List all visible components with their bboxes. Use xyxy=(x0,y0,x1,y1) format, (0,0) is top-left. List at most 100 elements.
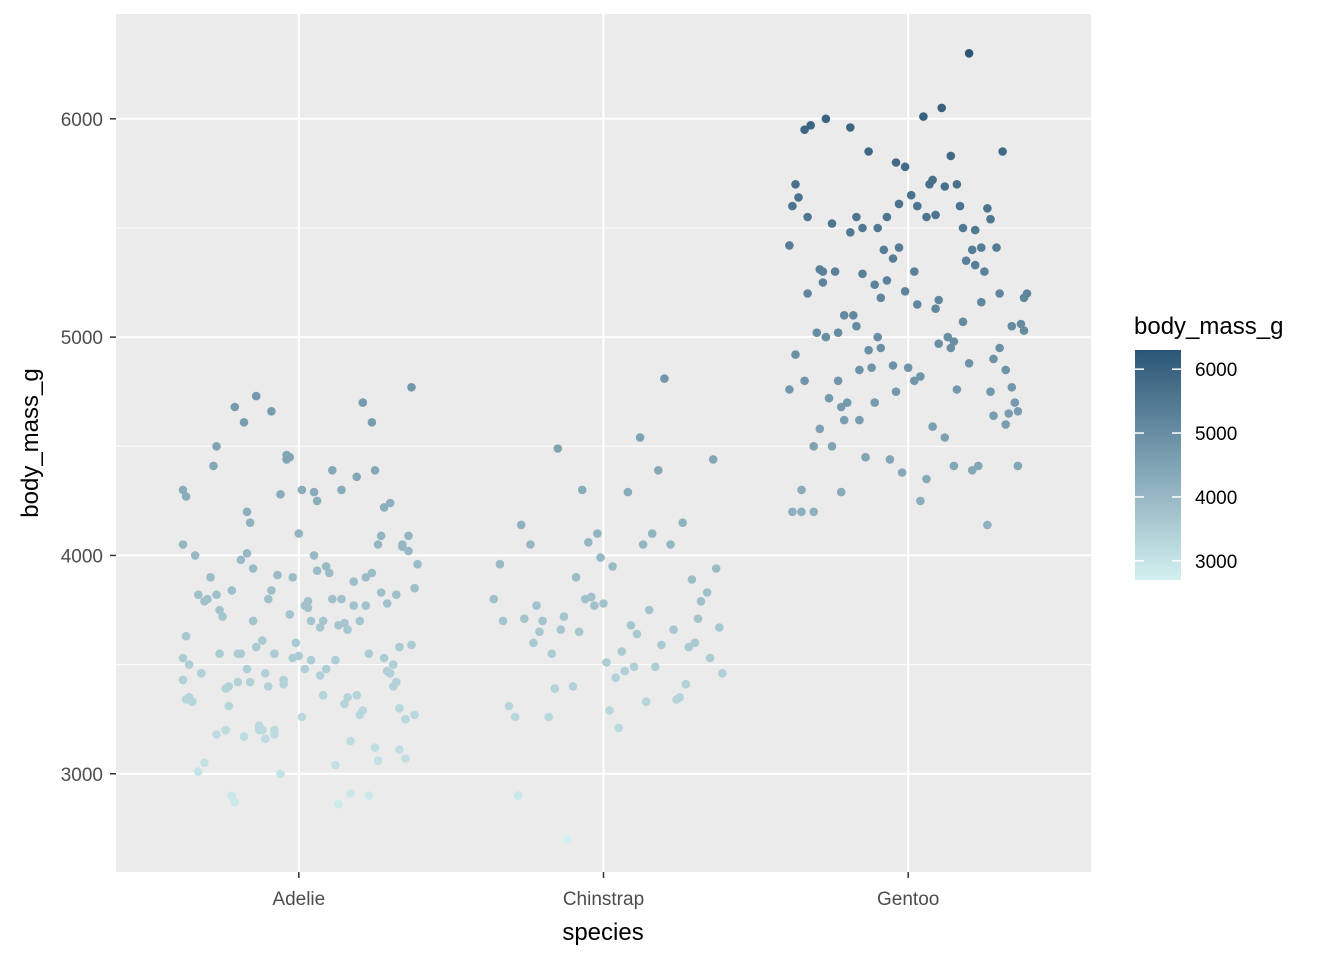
data-point xyxy=(376,531,386,541)
data-point xyxy=(916,496,925,506)
data-point xyxy=(681,679,691,689)
data-point xyxy=(279,679,288,689)
data-point xyxy=(654,466,663,475)
data-point xyxy=(803,212,812,222)
data-point xyxy=(270,725,279,735)
data-point xyxy=(331,760,340,770)
data-point xyxy=(495,559,505,569)
data-point xyxy=(1016,319,1026,329)
data-point xyxy=(236,649,246,658)
data-point xyxy=(952,385,962,394)
data-point xyxy=(632,629,642,639)
data-point xyxy=(349,577,359,586)
data-point xyxy=(940,433,950,442)
data-point xyxy=(200,597,209,606)
data-point xyxy=(242,664,252,674)
data-point xyxy=(602,658,611,667)
data-point xyxy=(401,714,410,724)
data-point xyxy=(230,402,240,412)
data-point xyxy=(337,594,346,604)
data-point xyxy=(970,260,980,270)
data-point xyxy=(998,147,1007,156)
data-point xyxy=(1007,321,1017,331)
data-point xyxy=(919,112,928,121)
data-point xyxy=(1007,383,1017,392)
data-point xyxy=(812,328,822,338)
data-point xyxy=(361,601,371,610)
data-point xyxy=(931,210,940,220)
data-point xyxy=(641,697,651,706)
data-point xyxy=(614,723,623,733)
data-point xyxy=(888,254,898,263)
data-point xyxy=(815,424,825,434)
data-point xyxy=(337,485,346,495)
data-point xyxy=(248,616,258,626)
data-point xyxy=(571,573,581,582)
data-point xyxy=(809,442,818,451)
data-point xyxy=(983,520,992,530)
data-point xyxy=(788,507,797,517)
data-point xyxy=(803,289,812,298)
data-point xyxy=(385,498,395,508)
data-point xyxy=(794,193,803,202)
data-point xyxy=(364,791,374,800)
data-point xyxy=(343,693,352,702)
data-point xyxy=(687,575,697,584)
data-point xyxy=(395,642,404,652)
data-point xyxy=(568,682,578,691)
data-point xyxy=(212,590,221,599)
data-point xyxy=(489,594,499,604)
data-point xyxy=(544,712,553,722)
legend-tick-label: 3000 xyxy=(1195,552,1237,573)
data-point xyxy=(785,385,794,394)
data-point xyxy=(934,339,943,349)
data-point xyxy=(535,627,544,637)
data-point xyxy=(206,573,215,582)
data-point xyxy=(928,422,937,431)
data-point xyxy=(294,529,304,538)
data-point xyxy=(516,520,526,530)
y-axis: 3000 4000 5000 6000 xyxy=(61,110,116,786)
data-point xyxy=(855,365,864,375)
data-point xyxy=(181,631,191,641)
data-point xyxy=(657,640,666,650)
data-point xyxy=(355,616,365,626)
data-point xyxy=(690,638,700,648)
data-point xyxy=(827,219,837,228)
data-point xyxy=(666,540,675,549)
data-point xyxy=(407,640,416,650)
data-point xyxy=(891,387,901,397)
data-point xyxy=(952,180,962,189)
data-point xyxy=(282,450,291,460)
data-point xyxy=(297,712,307,722)
data-point xyxy=(800,125,809,134)
data-point xyxy=(900,162,910,172)
data-point xyxy=(407,383,416,392)
data-point xyxy=(577,485,587,495)
data-point xyxy=(562,835,572,844)
data-point xyxy=(852,212,861,222)
legend-tick-label: 5000 xyxy=(1195,424,1237,445)
data-point xyxy=(267,407,276,416)
data-point xyxy=(227,791,237,800)
data-point xyxy=(245,518,255,527)
data-point xyxy=(328,594,337,604)
x-axis: Adelie Chinstrap Gentoo xyxy=(272,872,939,910)
data-point xyxy=(870,280,879,290)
data-point xyxy=(513,791,523,800)
data-point xyxy=(288,573,298,582)
data-point xyxy=(245,677,255,687)
data-point xyxy=(376,588,386,597)
data-point xyxy=(696,597,706,606)
data-point xyxy=(705,653,715,663)
data-point xyxy=(590,601,599,610)
data-point xyxy=(413,559,422,569)
data-point xyxy=(321,664,331,674)
data-point xyxy=(934,295,943,305)
data-point xyxy=(684,642,694,652)
data-point xyxy=(178,653,188,663)
data-point xyxy=(254,721,264,730)
data-point xyxy=(230,797,240,807)
data-point xyxy=(977,297,986,307)
data-point xyxy=(946,151,956,161)
